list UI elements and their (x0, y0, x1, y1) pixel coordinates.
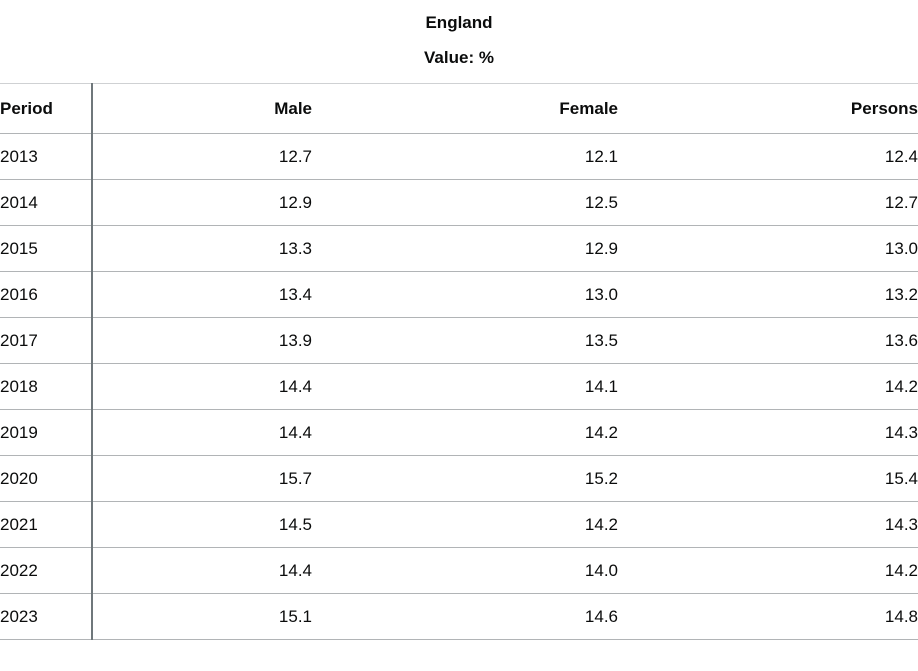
male-value-cell: 14.4 (92, 409, 312, 456)
table-row: 2017 13.9 13.5 13.6 (0, 317, 918, 364)
column-header-persons: Persons (618, 83, 918, 134)
female-value-cell: 14.2 (312, 501, 618, 548)
female-value-cell: 13.0 (312, 271, 618, 318)
male-value-cell: 13.4 (92, 271, 312, 318)
period-cell: 2022 (0, 547, 93, 594)
table-subtitle: Value: % (424, 48, 494, 67)
table-body: 2013 12.7 12.1 12.4 2014 12.9 12.5 12.7 2015 13.3… (0, 133, 918, 640)
female-value-cell: 14.6 (312, 593, 618, 640)
table-row: 2018 14.4 14.1 14.2 (0, 363, 918, 410)
female-value-cell: 12.9 (312, 225, 618, 272)
table-head: Period Male Female Persons (0, 83, 918, 134)
period-cell: 2018 (0, 363, 93, 410)
persons-value-cell: 14.3 (618, 409, 918, 456)
column-header-female: Female (312, 83, 618, 134)
table-row: 2020 15.7 15.2 15.4 (0, 455, 918, 502)
column-header-male: Male (92, 83, 312, 134)
persons-value-cell: 14.3 (618, 501, 918, 548)
table-title: England (425, 13, 493, 32)
female-value-cell: 14.1 (312, 363, 618, 410)
male-value-cell: 14.4 (92, 363, 312, 410)
period-cell: 2023 (0, 593, 93, 640)
male-value-cell: 14.4 (92, 547, 312, 594)
period-cell: 2014 (0, 179, 93, 226)
persons-value-cell: 12.7 (618, 179, 918, 226)
table-row: 2021 14.5 14.2 14.3 (0, 501, 918, 548)
male-value-cell: 12.7 (92, 133, 312, 180)
female-value-cell: 13.5 (312, 317, 618, 364)
table-row: 2015 13.3 12.9 13.0 (0, 225, 918, 272)
female-value-cell: 15.2 (312, 455, 618, 502)
period-cell: 2021 (0, 501, 93, 548)
period-cell: 2016 (0, 271, 93, 318)
table-row: 2014 12.9 12.5 12.7 (0, 179, 918, 226)
table-row: 2019 14.4 14.2 14.3 (0, 409, 918, 456)
male-value-cell: 12.9 (92, 179, 312, 226)
period-cell: 2020 (0, 455, 93, 502)
female-value-cell: 12.5 (312, 179, 618, 226)
header-row: Period Male Female Persons (0, 83, 918, 134)
persons-value-cell: 13.0 (618, 225, 918, 272)
male-value-cell: 13.3 (92, 225, 312, 272)
male-value-cell: 13.9 (92, 317, 312, 364)
period-cell: 2013 (0, 133, 93, 180)
persons-value-cell: 14.2 (618, 363, 918, 410)
data-table: Period Male Female Persons 2013 12.7 12.1 1… (0, 83, 918, 640)
persons-value-cell: 14.2 (618, 547, 918, 594)
persons-value-cell: 15.4 (618, 455, 918, 502)
persons-value-cell: 14.8 (618, 593, 918, 640)
female-value-cell: 14.0 (312, 547, 618, 594)
period-cell: 2019 (0, 409, 93, 456)
male-value-cell: 15.7 (92, 455, 312, 502)
female-value-cell: 12.1 (312, 133, 618, 180)
column-header-period: Period (0, 83, 93, 134)
table-row: 2023 15.1 14.6 14.8 (0, 593, 918, 640)
persons-value-cell: 12.4 (618, 133, 918, 180)
persons-value-cell: 13.6 (618, 317, 918, 364)
table-row: 2013 12.7 12.1 12.4 (0, 133, 918, 180)
male-value-cell: 14.5 (92, 501, 312, 548)
table-row: 2022 14.4 14.0 14.2 (0, 547, 918, 594)
table-row: 2016 13.4 13.0 13.2 (0, 271, 918, 318)
period-cell: 2015 (0, 225, 93, 272)
female-value-cell: 14.2 (312, 409, 618, 456)
persons-value-cell: 13.2 (618, 271, 918, 318)
male-value-cell: 15.1 (92, 593, 312, 640)
period-cell: 2017 (0, 317, 93, 364)
